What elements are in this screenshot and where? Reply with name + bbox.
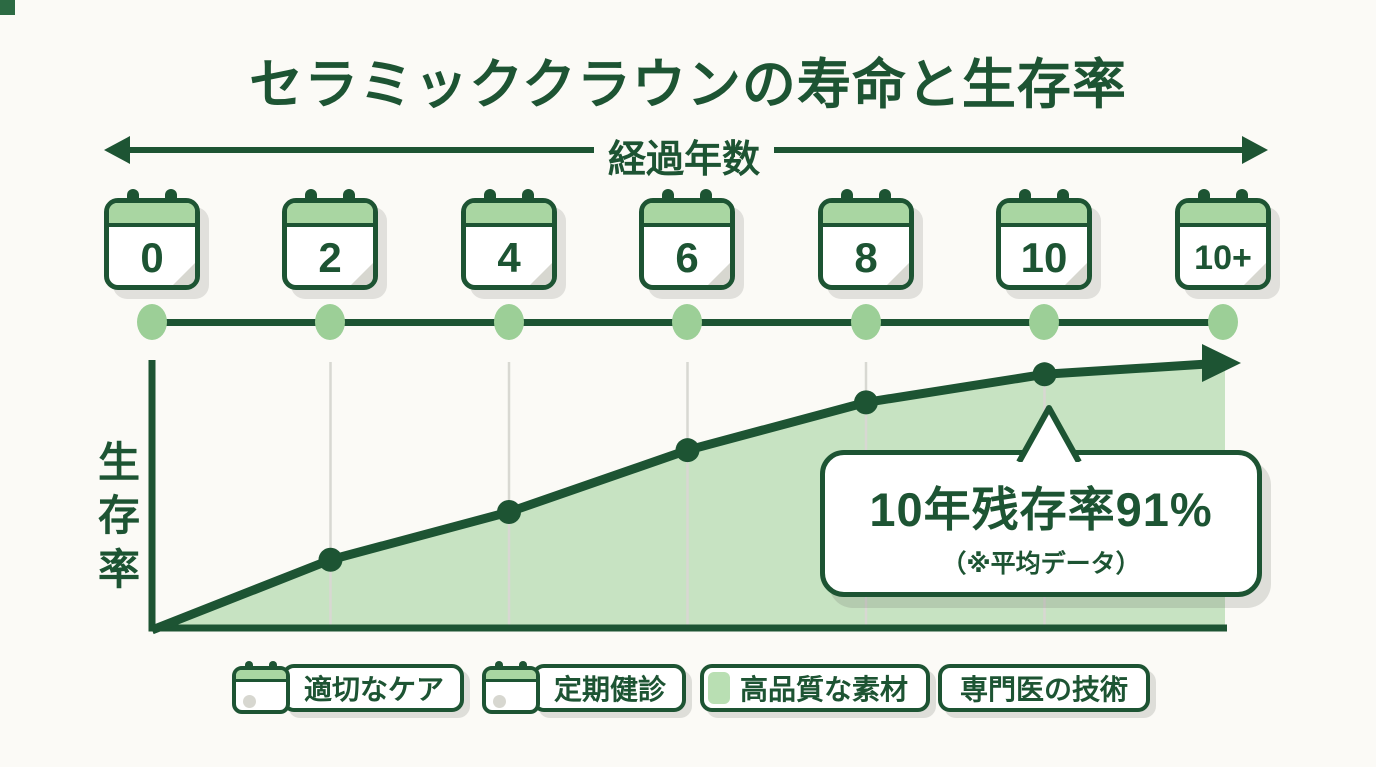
axis-line-left [126, 147, 594, 153]
legend-item-label: 適切なケア [282, 664, 465, 712]
calendar-icon-year-2: 2 [282, 189, 378, 290]
y-axis-char: 率 [97, 545, 140, 593]
calendar-icon-year-10: 10 [996, 189, 1092, 290]
calendar-icon [482, 661, 540, 714]
legend-item-label: 定期健診 [532, 664, 687, 712]
calendar-icon-year-8: 8 [818, 189, 914, 290]
timeline-dot [1029, 304, 1059, 340]
corner-mark [0, 0, 15, 15]
calendar-header [1180, 203, 1266, 227]
legend-item-text: 高品質な素材 [740, 674, 909, 705]
calendar-peg-icon [269, 661, 277, 676]
calendar-year-label: 10+ [1194, 238, 1252, 277]
x-axis-label: 経過年数 [607, 139, 760, 181]
page-title: セラミッククラウンの寿命と生存率 [249, 55, 1127, 115]
calendar-year-label: 0 [140, 234, 164, 281]
calendar-year-label: 2 [318, 234, 342, 281]
annotation-callout: 10年残存率91% （※平均データ） [820, 405, 1262, 597]
calendar-header [644, 203, 730, 227]
calendar-icon-year-10plus: 10+ [1175, 189, 1271, 290]
timeline-dot [315, 304, 345, 340]
timeline-dot [1208, 304, 1238, 340]
axis-right-arrowhead-icon [1242, 136, 1268, 164]
calendar-peg-icon [245, 661, 253, 676]
calendar-year-label: 10 [1020, 234, 1068, 281]
legend-item-label: 高品質な素材 [700, 664, 931, 712]
calendar-peg-icon [519, 661, 527, 676]
y-axis-label: 生 存 率 [96, 436, 142, 596]
calendar-fold [887, 263, 909, 285]
calendar-fold [351, 263, 373, 285]
axis-left-arrowhead-icon [104, 136, 130, 164]
calendar-header [236, 670, 286, 682]
calendar-header [287, 203, 373, 227]
calendar-icon-year-4: 4 [461, 189, 557, 290]
timeline-dot [672, 304, 702, 340]
green-strip-icon [708, 672, 730, 704]
axis-line-right [774, 147, 1244, 153]
calendar-year-label: 8 [854, 234, 878, 281]
calendar-header [1001, 203, 1087, 227]
y-axis-char: 存 [97, 492, 140, 540]
callout-headline: 10年残存率91% [869, 483, 1213, 536]
timeline-dot [851, 304, 881, 340]
calendar-curl [493, 695, 506, 708]
calendar-curl [243, 695, 256, 708]
calendar-year-label: 4 [497, 234, 521, 281]
calendar-fold [173, 263, 195, 285]
calendar-fold [1065, 263, 1087, 285]
callout-subtext: （※平均データ） [941, 550, 1141, 578]
calendar-fold [708, 263, 730, 285]
calendar-header [466, 203, 552, 227]
calendar-icon-year-0: 0 [104, 189, 200, 290]
calendar-icon [232, 661, 290, 714]
timeline-dot [494, 304, 524, 340]
calendar-header [109, 203, 195, 227]
y-axis-char: 生 [97, 439, 140, 486]
calendar-header [486, 670, 536, 682]
calendar-icon-year-6: 6 [639, 189, 735, 290]
timeline-dot [137, 304, 167, 340]
calendar-peg-icon [495, 661, 503, 676]
callout-pointer-icon [1016, 405, 1082, 462]
calendar-fold [1244, 263, 1266, 285]
calendar-header [823, 203, 909, 227]
calendar-year-label: 6 [675, 234, 699, 281]
calendar-fold [530, 263, 552, 285]
legend-item-label: 専門医の技術 [938, 664, 1151, 712]
